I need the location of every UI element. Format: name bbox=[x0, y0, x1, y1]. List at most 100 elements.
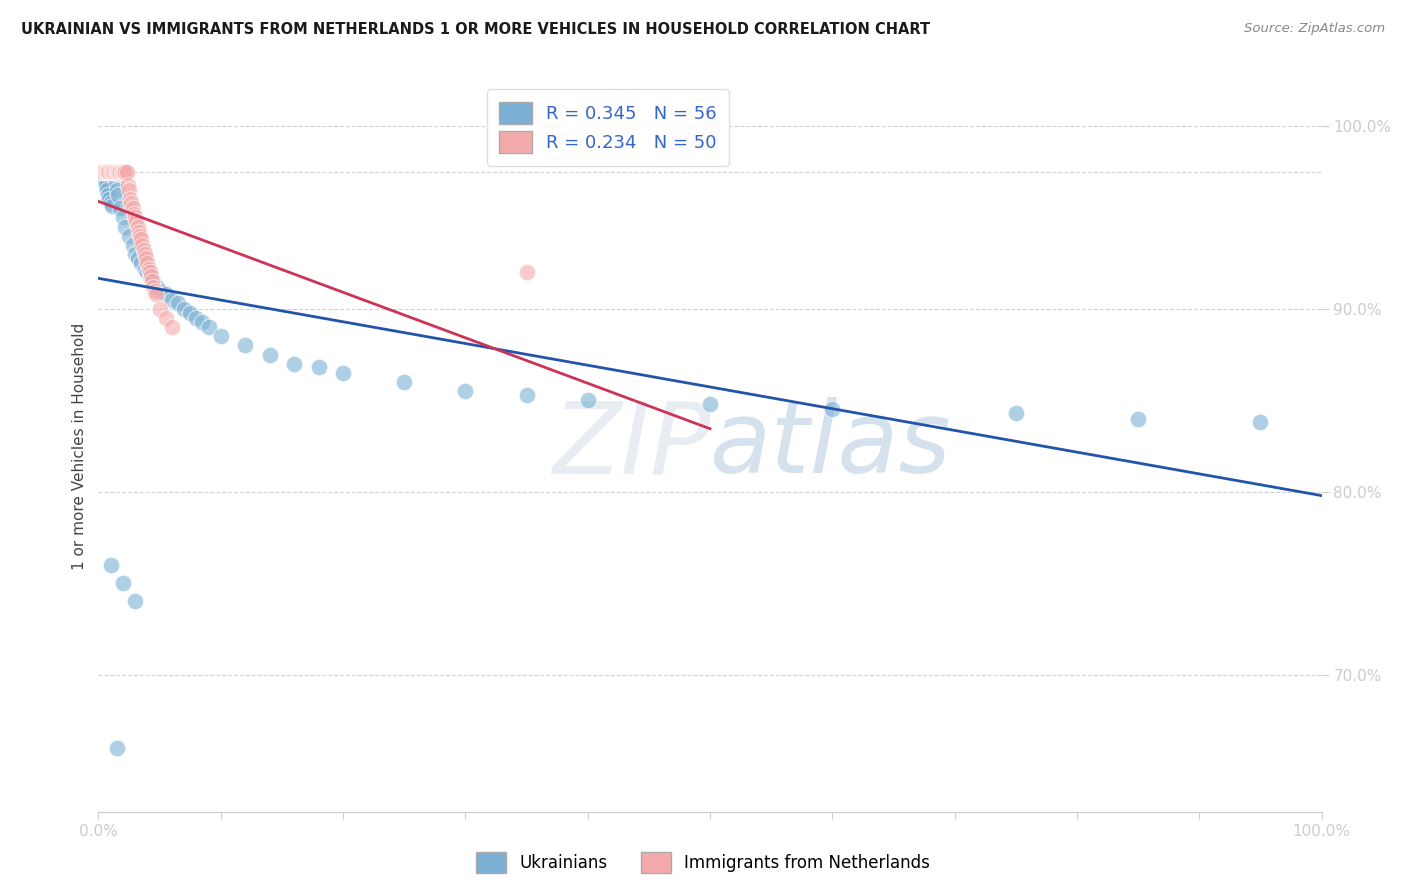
Point bbox=[1004, 406, 1026, 420]
Point bbox=[127, 251, 149, 265]
Text: Source: ZipAtlas.com: Source: ZipAtlas.com bbox=[1244, 22, 1385, 36]
Point bbox=[146, 280, 169, 294]
Text: atlas: atlas bbox=[710, 398, 952, 494]
Point bbox=[149, 284, 172, 298]
Point bbox=[91, 164, 114, 178]
Point bbox=[128, 225, 150, 239]
Point bbox=[124, 594, 146, 608]
Point bbox=[111, 576, 134, 591]
Point bbox=[105, 740, 128, 755]
Point bbox=[139, 268, 162, 283]
Point bbox=[105, 183, 128, 197]
Point bbox=[332, 366, 354, 380]
Point bbox=[94, 178, 117, 192]
Point bbox=[91, 170, 114, 185]
Point bbox=[112, 164, 135, 178]
Point bbox=[111, 164, 134, 178]
Point bbox=[173, 301, 195, 316]
Point bbox=[139, 268, 162, 283]
Point bbox=[104, 174, 127, 188]
Point bbox=[101, 199, 124, 213]
Point bbox=[127, 219, 149, 234]
Point bbox=[186, 310, 208, 325]
Point bbox=[97, 164, 120, 178]
Point bbox=[121, 201, 143, 215]
Point bbox=[515, 265, 537, 279]
Point bbox=[129, 256, 152, 270]
Point bbox=[91, 164, 114, 178]
Point bbox=[136, 256, 159, 270]
Point bbox=[1249, 415, 1271, 429]
Point bbox=[103, 164, 125, 178]
Legend: R = 0.345   N = 56, R = 0.234   N = 50: R = 0.345 N = 56, R = 0.234 N = 50 bbox=[486, 89, 730, 166]
Point bbox=[111, 211, 134, 225]
Point bbox=[821, 402, 844, 417]
Point bbox=[90, 164, 112, 178]
Point bbox=[136, 265, 159, 279]
Y-axis label: 1 or more Vehicles in Household: 1 or more Vehicles in Household bbox=[72, 322, 87, 570]
Point bbox=[179, 305, 201, 319]
Point bbox=[515, 388, 537, 402]
Point bbox=[576, 393, 599, 408]
Point bbox=[118, 183, 141, 197]
Point bbox=[107, 164, 129, 178]
Point bbox=[134, 247, 156, 261]
Point bbox=[135, 251, 157, 265]
Point bbox=[117, 178, 139, 192]
Point bbox=[129, 232, 152, 246]
Point bbox=[134, 261, 156, 276]
Point bbox=[124, 211, 146, 225]
Point bbox=[120, 195, 142, 210]
Point bbox=[104, 164, 127, 178]
Point bbox=[96, 183, 118, 197]
Point bbox=[131, 237, 153, 252]
Point bbox=[142, 274, 165, 288]
Point bbox=[454, 384, 477, 399]
Point bbox=[94, 164, 117, 178]
Point bbox=[155, 310, 177, 325]
Text: ZIP: ZIP bbox=[551, 398, 710, 494]
Point bbox=[132, 244, 155, 258]
Point bbox=[93, 174, 115, 188]
Point bbox=[121, 237, 143, 252]
Point bbox=[110, 201, 132, 215]
Point bbox=[308, 360, 330, 375]
Text: UKRAINIAN VS IMMIGRANTS FROM NETHERLANDS 1 OR MORE VEHICLES IN HOUSEHOLD CORRELA: UKRAINIAN VS IMMIGRANTS FROM NETHERLANDS… bbox=[21, 22, 931, 37]
Point bbox=[101, 164, 124, 178]
Point bbox=[141, 274, 163, 288]
Point bbox=[111, 164, 134, 178]
Point bbox=[139, 265, 162, 279]
Point bbox=[160, 293, 183, 307]
Point bbox=[100, 558, 122, 572]
Point bbox=[197, 320, 219, 334]
Point bbox=[103, 164, 125, 178]
Point bbox=[191, 315, 214, 329]
Point bbox=[155, 287, 177, 301]
Point bbox=[100, 195, 122, 210]
Point bbox=[114, 219, 136, 234]
Point bbox=[233, 338, 256, 352]
Point bbox=[101, 164, 124, 178]
Point bbox=[97, 188, 120, 202]
Point bbox=[392, 375, 416, 389]
Point bbox=[149, 301, 172, 316]
Point bbox=[118, 228, 141, 243]
Point bbox=[167, 296, 190, 310]
Point bbox=[110, 164, 132, 178]
Point bbox=[114, 164, 136, 178]
Point bbox=[122, 207, 145, 221]
Point bbox=[259, 347, 281, 362]
Point bbox=[699, 397, 721, 411]
Point bbox=[93, 164, 115, 178]
Point bbox=[120, 192, 142, 206]
Point bbox=[90, 164, 112, 178]
Legend: Ukrainians, Immigrants from Netherlands: Ukrainians, Immigrants from Netherlands bbox=[470, 846, 936, 880]
Point bbox=[108, 164, 131, 178]
Point bbox=[91, 164, 114, 178]
Point bbox=[96, 164, 118, 178]
Point bbox=[101, 164, 124, 178]
Point bbox=[138, 261, 160, 276]
Point bbox=[125, 214, 148, 228]
Point bbox=[142, 280, 165, 294]
Point bbox=[105, 164, 128, 178]
